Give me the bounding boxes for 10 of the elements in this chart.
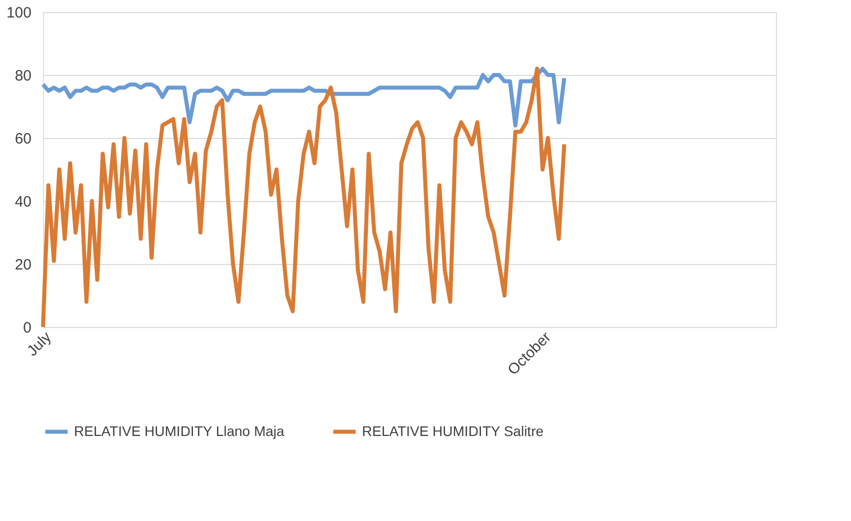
y-tick-label: 100 xyxy=(6,4,32,22)
y-tick-label: 0 xyxy=(23,320,32,336)
y-tick-label: 20 xyxy=(14,256,32,274)
line-series xyxy=(41,66,566,329)
y-tick-label: 80 xyxy=(14,68,32,84)
legend-label: RELATIVE HUMIDITY Salitre xyxy=(362,422,544,439)
line-series xyxy=(41,66,566,128)
y-tick-label: 60 xyxy=(14,130,32,148)
legend-label: RELATIVE HUMIDITY Llano Maja xyxy=(74,422,285,439)
y-tick-label: 40 xyxy=(14,194,32,210)
